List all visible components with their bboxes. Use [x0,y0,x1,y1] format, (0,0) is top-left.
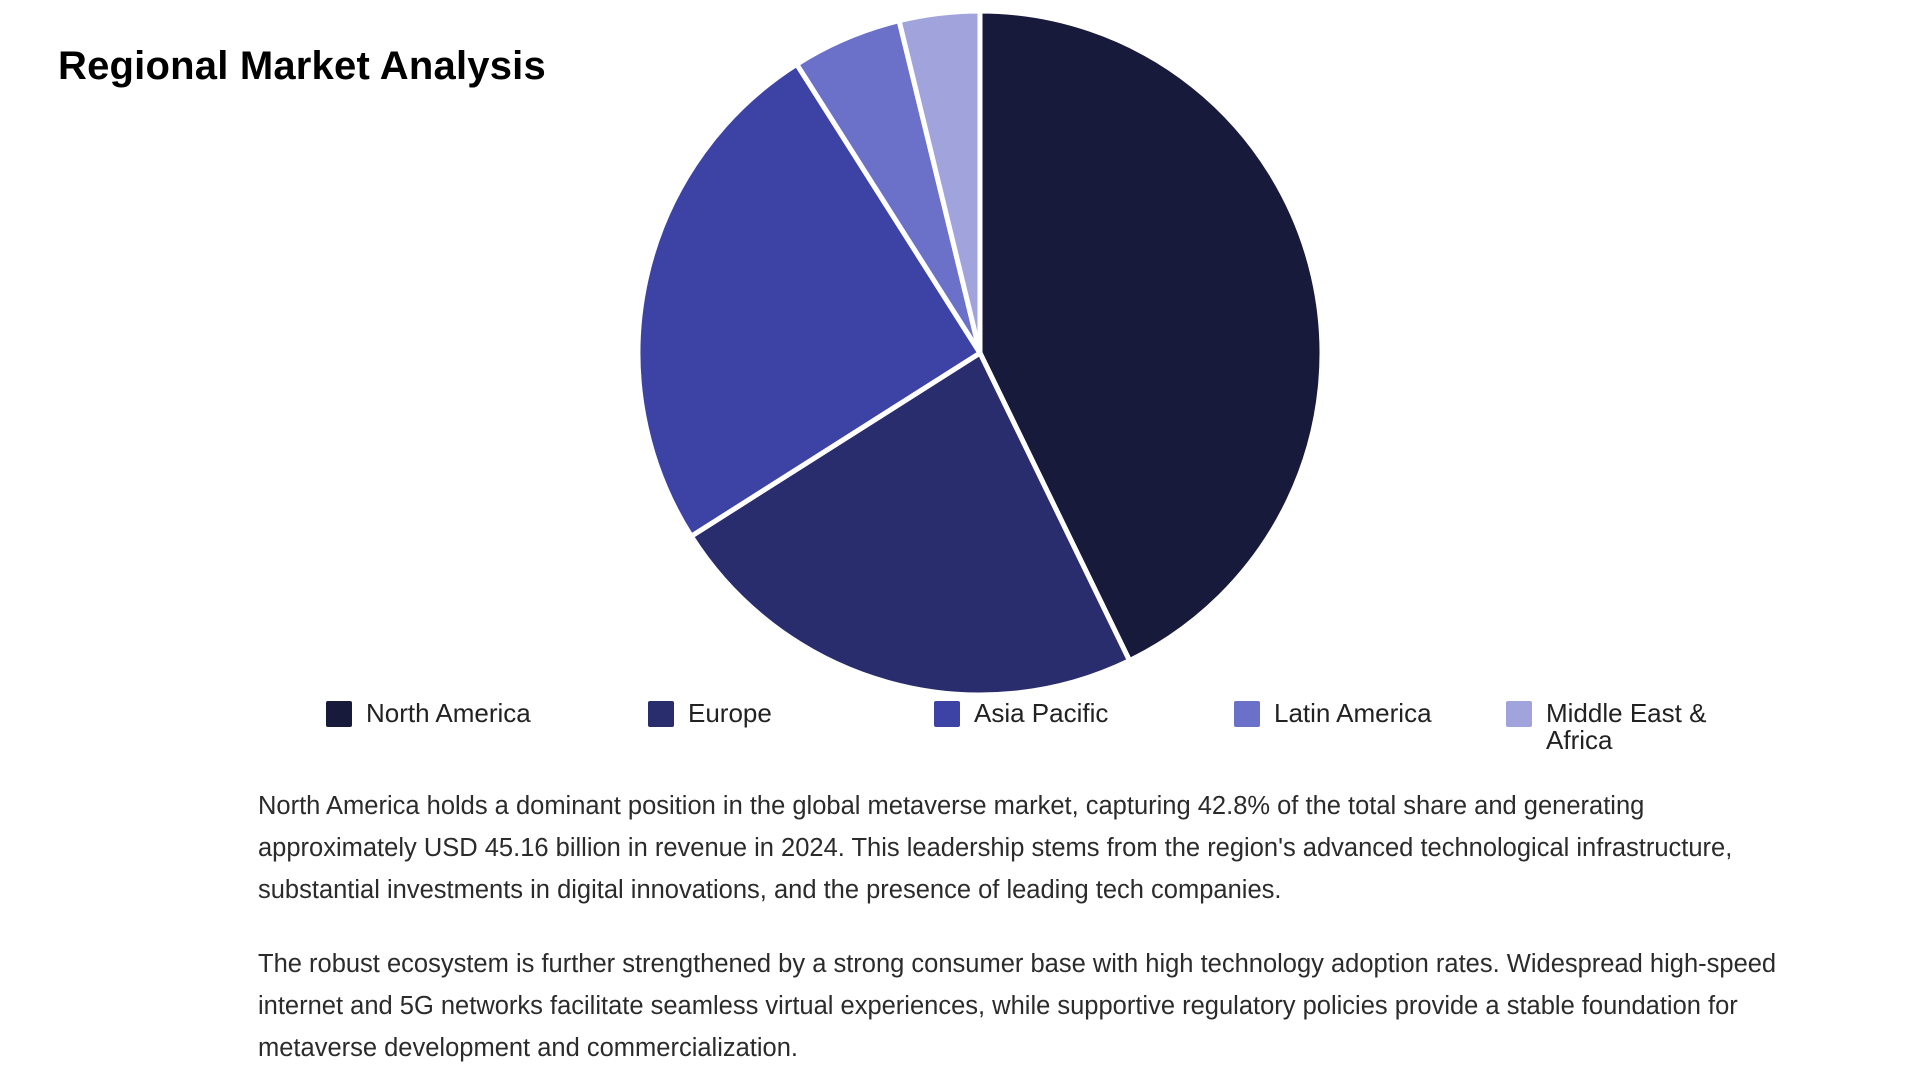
pie-slice-europe[interactable] [688,350,1132,698]
legend-item-north-america[interactable]: North America [326,700,531,727]
legend-label-asia-pacific: Asia Pacific [974,698,1109,728]
pie-chart [635,8,1325,698]
page-title: Regional Market Analysis [58,44,546,88]
legend-label-middle-east-africa: Middle East & Africa [1546,698,1707,755]
legend-item-middle-east-africa[interactable]: Middle East & Africa [1506,700,1736,754]
legend-swatch-europe [648,701,674,727]
pie-slice-middle-east-africa[interactable] [896,8,983,356]
chart-legend: North America Europe Asia Pacific Latin … [326,700,1786,760]
pie-slice-north-america[interactable] [977,8,1325,664]
legend-swatch-middle-east-africa [1506,701,1532,727]
legend-swatch-asia-pacific [934,701,960,727]
legend-item-asia-pacific[interactable]: Asia Pacific [934,700,1108,727]
legend-label-latin-america: Latin America [1274,698,1432,728]
pie-slice-asia-pacific[interactable] [635,61,983,539]
legend-label-europe: Europe [688,698,772,728]
description-paragraph-1: North America holds a dominant position … [258,792,1733,904]
legend-item-europe[interactable]: Europe [648,700,772,727]
description-paragraph-2: The robust ecosystem is further strength… [258,950,1777,1062]
legend-swatch-north-america [326,701,352,727]
legend-label-north-america: North America [366,698,531,728]
legend-swatch-latin-america [1234,701,1260,727]
legend-item-latin-america[interactable]: Latin America [1234,700,1432,727]
